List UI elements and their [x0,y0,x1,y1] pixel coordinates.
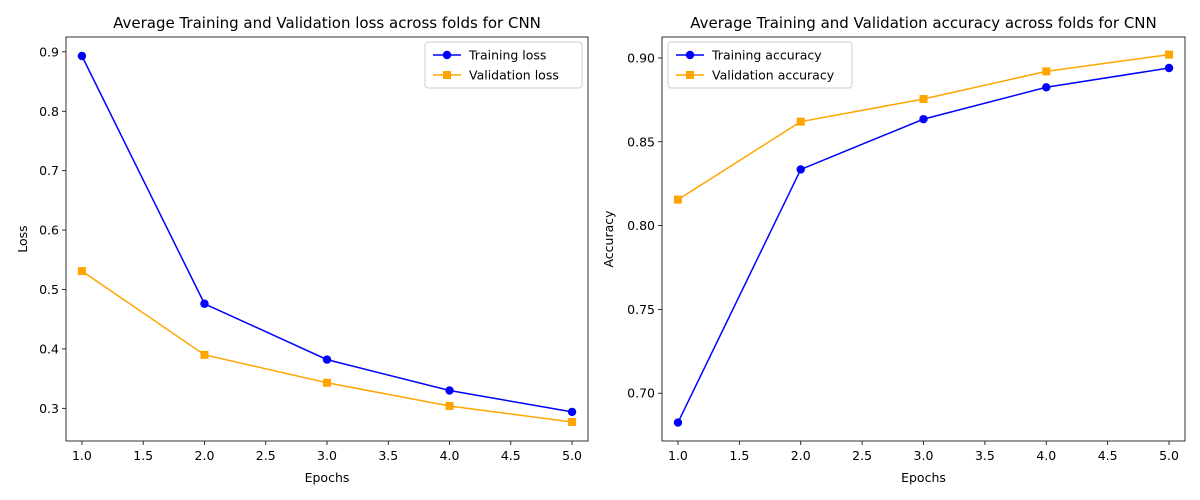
chart-title: Average Training and Validation loss acr… [113,14,541,32]
y-tick-label: 0.70 [627,386,655,401]
x-tick-label: 1.0 [668,448,688,463]
legend-marker [686,71,694,79]
data-point [796,165,805,174]
y-tick-label: 0.4 [39,341,59,356]
x-tick-label: 1.5 [729,448,749,463]
data-point [445,401,454,410]
plot-frame [65,36,589,442]
plot-frame [661,36,1186,442]
x-tick-label: 5.0 [562,448,582,463]
data-point [200,299,209,308]
data-point [323,378,331,387]
legend-box [424,41,583,89]
y-tick-label: 0.90 [627,50,655,65]
x-tick-label: 4.0 [1036,448,1056,463]
x-tick-label: 3.0 [317,448,337,463]
y-tick-label: 0.7 [39,163,59,178]
legend: Training accuracy Validation accuracy [667,41,853,89]
legend-label: Validation loss [469,68,559,83]
data-point [322,355,332,364]
x-tick-label: 2.0 [195,448,215,463]
y-axis-label: Loss [15,225,30,252]
data-point [1164,63,1174,73]
x-tick-label: 1.5 [133,448,153,463]
x-tick-label: 3.5 [378,448,398,463]
chart-panel-2: Average Training and Validation accuracy… [601,14,1186,485]
x-tick-label: 5.0 [1159,448,1179,463]
legend-label: Validation accuracy [712,68,835,83]
x-tick-label: 1.0 [72,448,92,463]
x-axis-label: Epochs [305,470,350,485]
legend-marker [685,50,695,60]
chart-panel-1: Average Training and Validation loss acr… [15,14,589,485]
data-point [919,114,928,124]
x-axis-label: Epochs [901,470,946,485]
data-point [445,386,454,395]
y-axis-label: Accuracy [601,210,616,268]
y-tick-label: 0.80 [627,218,655,233]
x-tick-label: 4.5 [1098,448,1118,463]
data-point [567,407,577,417]
y-tick-label: 0.6 [39,223,59,238]
data-point [1042,67,1051,76]
y-tick-label: 0.75 [627,302,655,317]
legend-box [667,41,853,89]
legend-label: Training loss [468,48,546,63]
data-point [796,117,805,126]
x-tick-label: 2.5 [256,448,276,463]
x-tick-label: 2.5 [852,448,872,463]
x-tick-label: 3.5 [975,448,995,463]
data-point [568,417,577,426]
data-point [77,51,87,61]
y-tick-label: 0.85 [627,134,655,149]
data-point [673,195,682,204]
y-tick-label: 0.5 [39,282,59,297]
data-point [673,418,683,427]
x-tick-label: 2.0 [791,448,811,463]
data-point [1042,83,1051,92]
legend-label: Training accuracy [711,48,822,63]
legend-marker [443,71,451,79]
data-point [1165,50,1174,59]
y-tick-label: 0.3 [39,401,59,416]
x-tick-label: 3.0 [914,448,934,463]
chart-title: Average Training and Validation accuracy… [690,14,1156,32]
data-point [77,267,86,276]
x-tick-label: 4.5 [501,448,521,463]
data-point [919,95,928,104]
legend-marker [442,50,452,60]
y-tick-label: 0.9 [39,44,59,59]
y-tick-label: 0.8 [39,104,59,119]
x-tick-label: 4.0 [440,448,460,463]
legend: Training loss Validation loss [424,41,583,89]
data-point [200,350,209,359]
